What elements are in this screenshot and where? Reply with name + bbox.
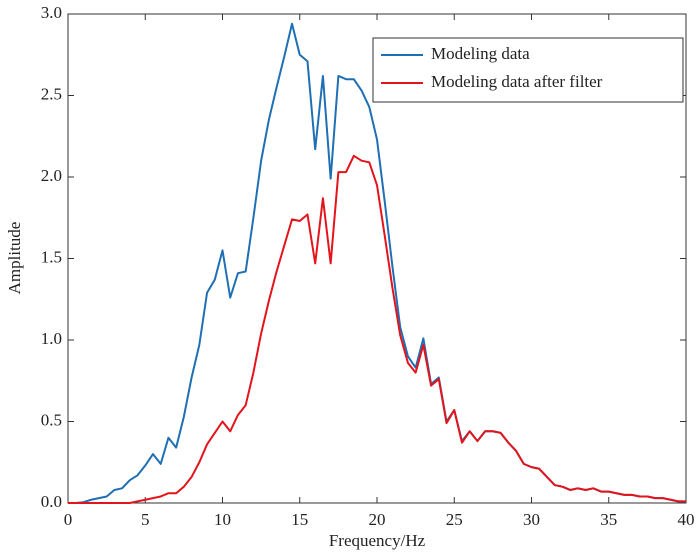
x-tick-label: 5 <box>141 510 150 529</box>
x-tick-label: 35 <box>600 510 617 529</box>
y-tick-label: 0.5 <box>41 410 62 429</box>
x-tick-label: 20 <box>369 510 386 529</box>
y-tick-label: 3.0 <box>41 3 62 22</box>
legend-box <box>372 37 684 103</box>
x-tick-label: 40 <box>678 510 695 529</box>
x-tick-label: 30 <box>523 510 540 529</box>
legend-label: Modeling data <box>431 44 530 63</box>
x-tick-label: 15 <box>291 510 308 529</box>
y-axis-label: Amplitude <box>5 222 24 295</box>
y-tick-label: 1.5 <box>41 247 62 266</box>
legend-label: Modeling data after filter <box>431 72 603 91</box>
y-tick-label: 0.0 <box>41 492 62 511</box>
data-line <box>68 154 686 504</box>
x-tick-label: 10 <box>214 510 231 529</box>
y-tick-label: 2.0 <box>41 166 62 185</box>
x-axis-label: Frequency/Hz <box>329 531 426 550</box>
y-tick-label: 1.0 <box>41 329 62 348</box>
x-tick-label: 25 <box>446 510 463 529</box>
y-tick-label: 2.5 <box>41 84 62 103</box>
x-tick-label: 0 <box>64 510 73 529</box>
